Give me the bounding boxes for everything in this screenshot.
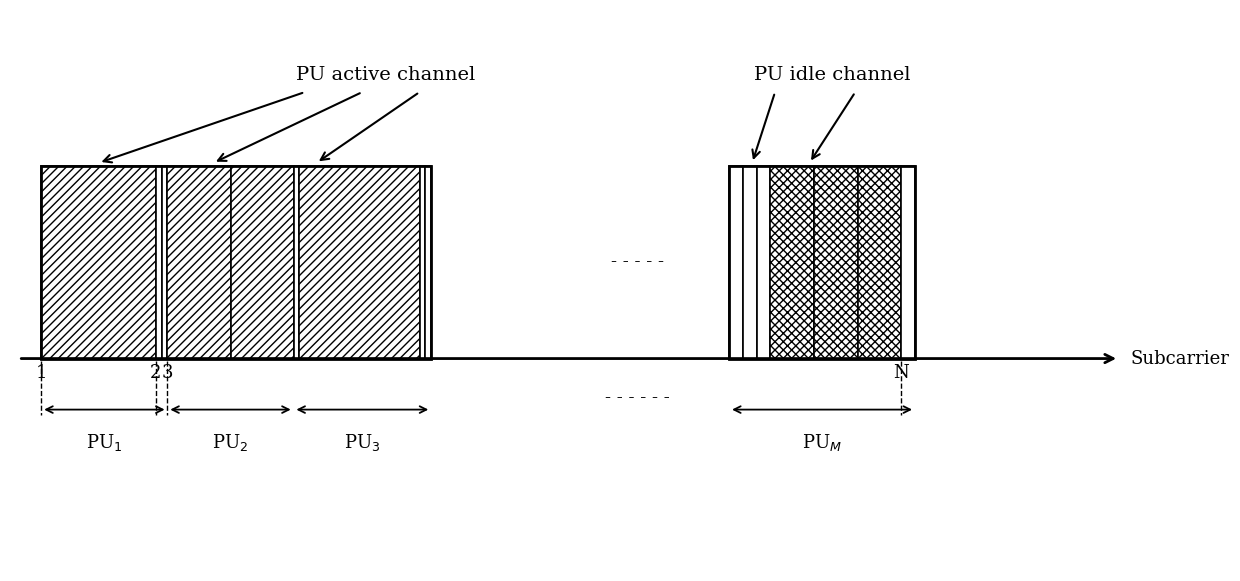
Text: 1: 1	[36, 364, 47, 382]
Bar	[756, 166, 770, 358]
Text: 2: 2	[150, 364, 161, 382]
Bar	[729, 166, 915, 358]
Text: PU$_{2}$: PU$_{2}$	[212, 432, 248, 453]
Bar	[161, 166, 167, 358]
Text: Subcarrier: Subcarrier	[1131, 350, 1229, 368]
Text: - - - - - -: - - - - - -	[605, 389, 670, 407]
Bar	[231, 166, 294, 358]
Bar	[425, 166, 432, 358]
Bar	[156, 166, 161, 358]
Text: PU$_{3}$: PU$_{3}$	[345, 432, 381, 453]
Bar	[419, 166, 425, 358]
Text: 3: 3	[161, 364, 174, 382]
Bar	[743, 166, 756, 358]
Text: PU$_{M}$: PU$_{M}$	[802, 432, 842, 453]
Text: - - - - -: - - - - -	[611, 253, 663, 271]
Bar	[299, 166, 419, 358]
Bar	[858, 166, 901, 358]
Text: PU$_{1}$: PU$_{1}$	[87, 432, 123, 453]
Bar	[294, 166, 299, 358]
Bar	[41, 166, 156, 358]
Text: PU active channel: PU active channel	[295, 66, 475, 84]
Text: PU idle channel: PU idle channel	[754, 66, 910, 84]
Bar	[167, 166, 231, 358]
Bar	[41, 166, 432, 358]
Bar	[813, 166, 858, 358]
Bar	[729, 166, 743, 358]
Bar	[770, 166, 813, 358]
Bar	[901, 166, 915, 358]
Text: N: N	[893, 364, 909, 382]
